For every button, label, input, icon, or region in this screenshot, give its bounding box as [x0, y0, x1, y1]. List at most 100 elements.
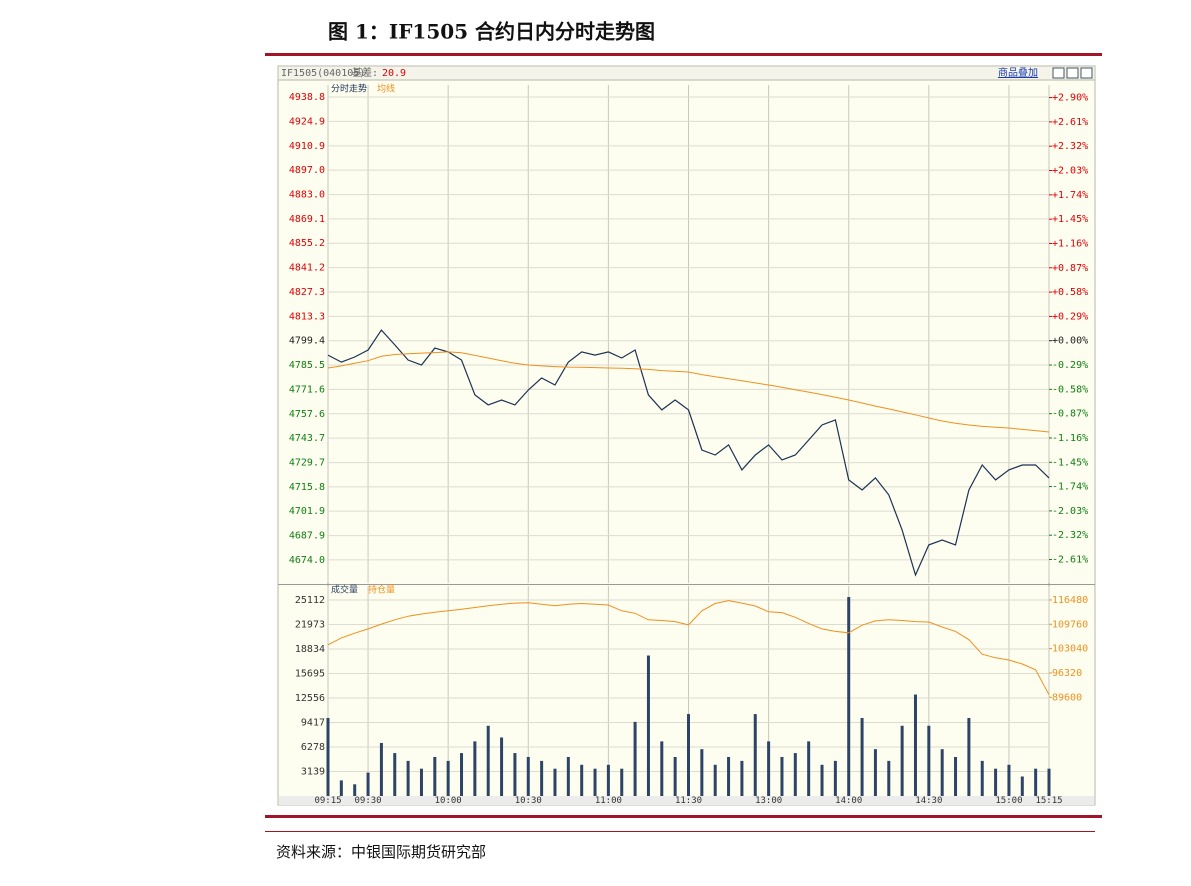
y-tick-label: 4799.4 [289, 336, 325, 347]
volume-bar [860, 717, 864, 796]
volume-bar [780, 756, 784, 796]
volume-bar [580, 764, 584, 796]
volume-bar [566, 756, 570, 796]
y2-tick-label: -2.61% [1052, 555, 1088, 566]
volume-bar [994, 768, 998, 796]
legend-label: 分时走势 [331, 83, 367, 95]
basis-label: 基差: [352, 66, 378, 79]
button[interactable] [1052, 67, 1065, 79]
bottom-thin-rule [265, 831, 1095, 832]
volume-bar [406, 760, 410, 796]
volume-bar [1020, 776, 1024, 796]
y-tick-label: 4701.9 [289, 506, 325, 517]
y-tick-label: 4938.8 [289, 92, 325, 103]
volume-bar [873, 749, 877, 796]
y-tick-label: 3139 [301, 767, 325, 778]
volume-bar [927, 725, 931, 796]
volume-bar [820, 764, 824, 796]
y-tick-label: 4757.6 [289, 409, 325, 420]
volume-bar [540, 760, 544, 796]
volume-bar [687, 714, 690, 796]
button[interactable] [1080, 67, 1093, 79]
y2-tick-label: -0.87% [1052, 409, 1088, 420]
volume-bar [967, 717, 971, 796]
y-tick-label: 25112 [295, 595, 325, 606]
volume-bar [486, 725, 490, 796]
y2-tick-label: +1.45% [1052, 214, 1088, 225]
x-tick-label: 10:30 [515, 796, 542, 806]
button[interactable] [1066, 67, 1079, 79]
volume-bar [606, 764, 610, 796]
volume-bar [1007, 764, 1011, 796]
window-buttons [1052, 67, 1093, 79]
volume-bar [379, 742, 383, 796]
header-bar [279, 67, 1094, 80]
legend-label: 均线 [377, 83, 395, 95]
y2-tick-label: +1.16% [1052, 238, 1088, 249]
volume-bar [446, 760, 450, 796]
overlay-link[interactable]: 商品叠加 [998, 66, 1038, 79]
y2-tick-label: -1.74% [1052, 482, 1088, 493]
y2-tick-label: +2.03% [1052, 166, 1088, 177]
volume-bar [700, 749, 704, 796]
y2-tick-label: +1.74% [1052, 190, 1088, 201]
y-tick-label: 4715.8 [289, 482, 325, 493]
volume-bar [433, 756, 437, 796]
y-tick-label: 4813.3 [289, 311, 325, 322]
y-tick-label: 9417 [301, 718, 325, 729]
chart-frame [277, 65, 1096, 806]
volume-bar [633, 721, 637, 796]
y2-tick-label: -2.03% [1052, 506, 1088, 517]
volume-bar [460, 753, 464, 796]
y2-tick-label: -0.29% [1052, 360, 1088, 371]
volume-bar [353, 784, 357, 796]
y-tick-label: 4785.5 [289, 360, 325, 371]
symbol: IF1505(040105) [281, 68, 365, 79]
y2-tick-label: 116480 [1052, 595, 1088, 606]
volume-bar [727, 756, 731, 796]
volume-bar [833, 760, 837, 796]
figure-title: 图 1：IF1505 合约日内分时走势图 [328, 20, 655, 44]
y-tick-label: 4855.2 [289, 238, 325, 249]
x-tick-label: 11:30 [675, 796, 702, 806]
x-tick-label: 14:00 [835, 796, 862, 806]
y-tick-label: 4771.6 [289, 384, 325, 395]
x-tick-label: 09:30 [355, 796, 382, 806]
y2-tick-label: +0.00% [1052, 336, 1088, 347]
y-tick-label: 6278 [301, 742, 325, 753]
y-tick-label: 4910.9 [289, 141, 325, 152]
volume-bar [753, 714, 757, 796]
volume-bar [847, 597, 851, 796]
volume-bar [1047, 768, 1051, 796]
y2-tick-label: 96320 [1052, 668, 1082, 679]
x-tick-label: 10:00 [435, 796, 462, 806]
y-tick-label: 18834 [295, 644, 325, 655]
y-tick-label: 21973 [295, 620, 325, 631]
y-tick-label: 4869.1 [289, 214, 325, 225]
volume-bar [887, 760, 891, 796]
y2-tick-label: 89600 [1052, 692, 1082, 703]
x-tick-label: 14:30 [915, 796, 942, 806]
volume-bar [620, 768, 624, 796]
y-tick-label: 4743.7 [289, 433, 325, 444]
volume-bar [593, 768, 597, 796]
y2-tick-label: +0.58% [1052, 287, 1088, 298]
y-tick-label: 4883.0 [289, 190, 325, 201]
volume-bar [646, 655, 650, 796]
series-line [327, 351, 1050, 433]
y2-tick-label: +2.32% [1052, 141, 1088, 152]
volume-bar [473, 741, 477, 796]
volume-bar [660, 741, 664, 796]
y-tick-label: 4729.7 [289, 458, 325, 469]
volume-bar [326, 717, 330, 796]
volume-bar [500, 737, 504, 796]
x-tick-label: 11:00 [595, 796, 622, 806]
y2-tick-label: 109760 [1052, 619, 1088, 630]
volume-bar [513, 753, 517, 796]
x-tick-label: 15:15 [1035, 796, 1062, 806]
volume-bar [366, 772, 370, 796]
x-tick-label: 15:00 [995, 796, 1022, 806]
volume-bar [419, 768, 423, 796]
